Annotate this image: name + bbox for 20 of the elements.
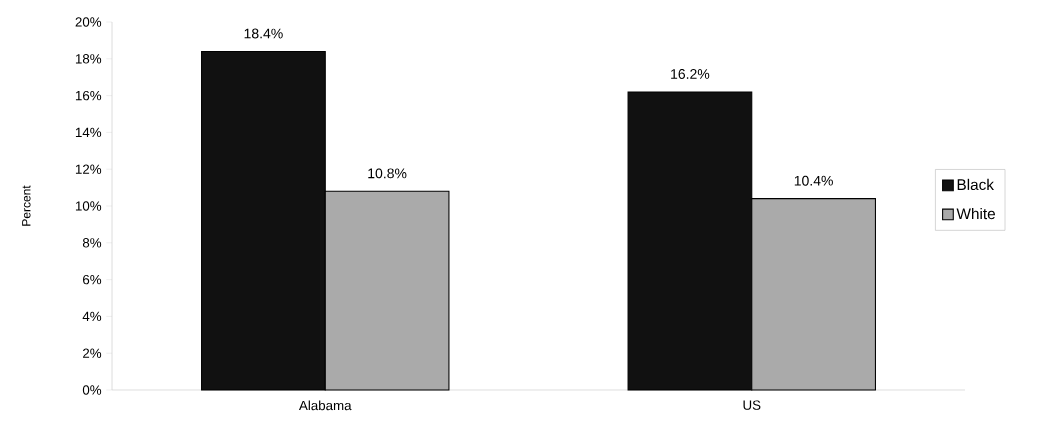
legend-label: Black: [957, 178, 994, 191]
y-tick-label: 14%: [75, 127, 102, 138]
data-label: 10.8%: [368, 168, 407, 179]
y-tick-label: 20%: [75, 17, 102, 27]
data-label: 10.4%: [794, 175, 833, 186]
y-tick-label: 12%: [75, 164, 102, 174]
y-axis-title: Percent: [22, 185, 31, 226]
y-tick-label: 6%: [83, 274, 102, 285]
y-tick-label: 16%: [75, 90, 102, 101]
y-tick-label: 0%: [82, 385, 102, 395]
x-tick-label: US: [743, 400, 761, 410]
y-tick-label: 18%: [75, 54, 102, 64]
y-tick-label: 10%: [75, 201, 102, 211]
y-tick-label: 2%: [83, 348, 102, 358]
y-tick-label: 8%: [82, 238, 102, 248]
x-tick-label: Alabama: [298, 400, 352, 411]
data-label: 16.2%: [671, 69, 710, 79]
y-tick-label: 4%: [82, 311, 102, 322]
legend-label: White: [956, 207, 995, 220]
data-label: 18.4%: [244, 28, 283, 39]
